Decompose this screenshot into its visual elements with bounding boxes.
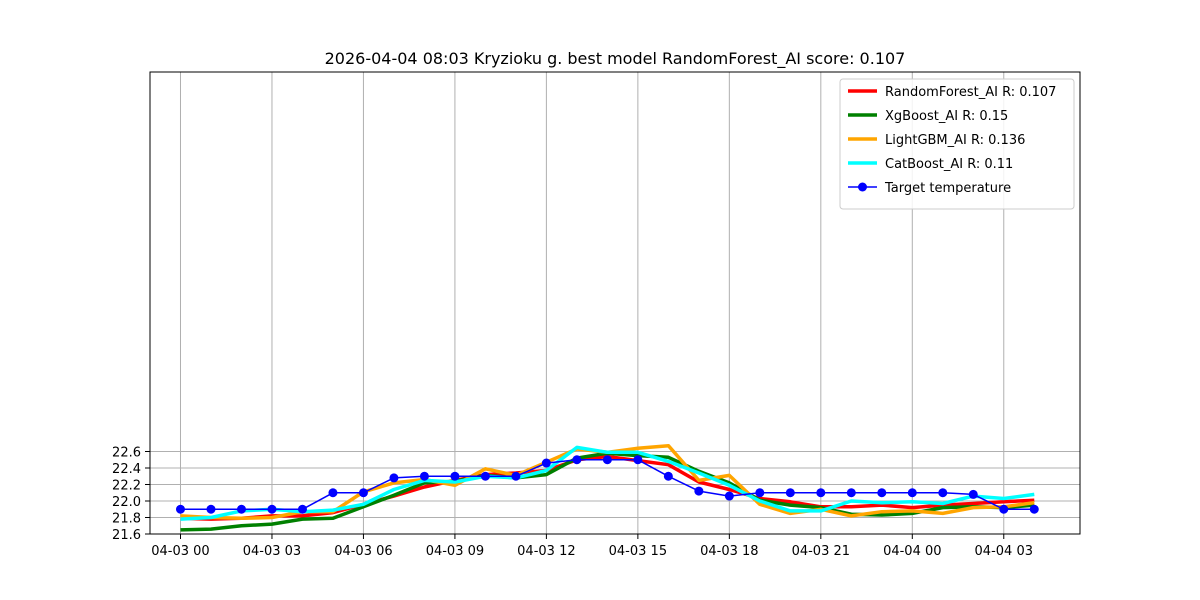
x-tick-label: 04-03 15: [609, 544, 667, 559]
data-point: [724, 491, 734, 501]
legend: RandomForest_AI R: 0.107 XgBoost_AI R: 0.…: [839, 78, 1075, 210]
data-point: [968, 489, 978, 499]
y-tick-label: 22.2: [112, 479, 141, 494]
data-point: [358, 488, 368, 498]
data-point: [328, 488, 338, 498]
y-tick-label: 21.8: [112, 512, 141, 527]
x-tick-label: 04-03 18: [700, 544, 758, 559]
legend-label: CatBoost_AI R: 0.11: [885, 157, 1013, 172]
x-tick-label: 04-03 09: [426, 544, 484, 559]
data-point: [816, 488, 826, 498]
x-tick-label: 04-03 06: [334, 544, 392, 559]
legend-box: [839, 78, 1075, 210]
y-tick-label: 22.6: [112, 446, 141, 461]
y-tick-label: 22.4: [112, 462, 141, 477]
data-point: [694, 486, 704, 496]
data-point: [206, 504, 216, 514]
chart-title: 2026-04-04 08:03 Kryzioku g. best model …: [325, 49, 906, 69]
legend-label: Target temperature: [884, 181, 1011, 196]
axes: 04-03 00 04-03 03 04-03 06 04-03 09 04-03 12…: [112, 446, 1033, 560]
data-point: [267, 504, 277, 514]
series-lines: [175, 443, 1039, 532]
data-point: [938, 488, 948, 498]
data-point: [450, 471, 460, 481]
legend-label: RandomForest_AI R: 0.107: [885, 85, 1056, 100]
x-tick-label: 04-03 00: [151, 544, 209, 559]
data-point: [999, 504, 1009, 514]
data-point: [846, 488, 856, 498]
y-tick-label: 22.0: [112, 495, 141, 510]
data-point: [572, 455, 582, 465]
data-point: [755, 488, 765, 498]
x-tick-label: 04-03 21: [792, 544, 850, 559]
data-point: [175, 504, 185, 514]
data-point: [480, 471, 490, 481]
x-tick-label: 04-03 03: [243, 544, 301, 559]
x-tick-label: 04-04 00: [883, 544, 941, 559]
legend-label: LightGBM_AI R: 0.136: [885, 133, 1025, 148]
data-point: [389, 473, 399, 483]
data-point: [297, 504, 307, 514]
data-point: [541, 458, 551, 468]
y-tick-label: 21.6: [112, 528, 141, 543]
x-tick-label: 04-04 03: [975, 544, 1033, 559]
data-point: [877, 488, 887, 498]
data-point: [663, 471, 673, 481]
data-point: [511, 471, 521, 481]
series-line-3: [180, 445, 1035, 521]
plot-area-frame: [149, 71, 1081, 535]
data-point: [236, 504, 246, 514]
data-point: [602, 455, 612, 465]
data-point: [785, 488, 795, 498]
data-point: [907, 488, 917, 498]
data-point: [1029, 504, 1039, 514]
legend-marker: [858, 182, 867, 192]
x-tick-label: 04-03 12: [517, 544, 575, 559]
legend-label: XgBoost_AI R: 0.15: [885, 109, 1008, 124]
data-point: [419, 471, 429, 481]
data-point: [633, 455, 643, 465]
